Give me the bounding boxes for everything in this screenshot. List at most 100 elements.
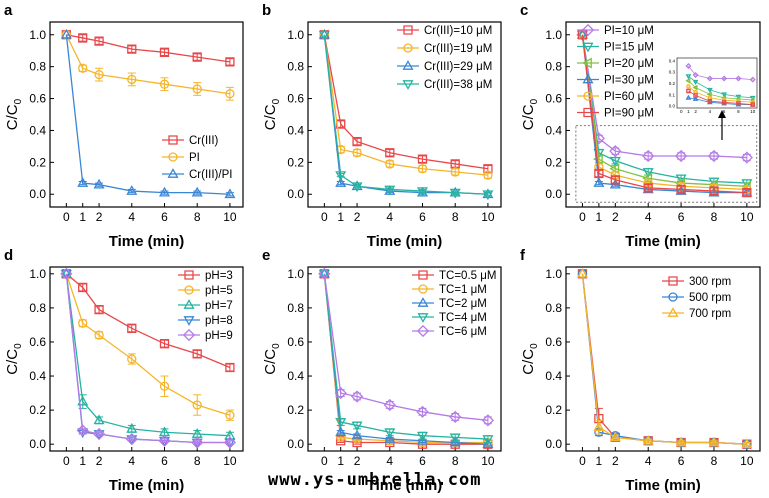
inset-frame [676,57,758,109]
data-point [78,282,88,293]
data-point [127,354,137,364]
data-point [60,269,72,280]
x-tick-label: 8 [711,210,718,224]
data-point [449,410,462,424]
series-Cr(III)=10 μM [319,30,493,174]
series-TC=4 μM [318,269,494,445]
data-point [384,433,396,443]
data-point [94,36,104,46]
data-point [383,398,396,412]
legend-label: Cr(III)=38 μM [424,79,492,91]
y-axis-label-main: C/C [520,104,537,130]
inset-data-point [685,77,691,84]
data-point [742,187,752,198]
legend-marker [417,313,429,323]
series-PI=90 μM [577,30,752,198]
legend: TC=0.5 μM TC=1 μM TC=2 μM TC=4 μM TC=6 μM [412,270,496,338]
legend-marker [581,23,595,37]
y-tick-label: 0.6 [287,92,304,106]
inset-data-point [685,94,692,100]
y-tick-label: 1.0 [545,267,562,281]
legend-label: TC=6 μM [439,326,487,338]
inset-y-tick-label: 0.2 [669,81,676,86]
legend-label: PI=30 μM [604,75,654,87]
legend-marker [583,107,593,118]
x-tick-label: 6 [678,210,685,224]
data-point [642,434,654,445]
inset-data-point [707,98,713,104]
data-point [126,185,138,195]
y-tick-label: 0.6 [29,335,46,349]
legend-marker [418,284,428,294]
data-point [741,179,753,190]
data-point [224,188,236,199]
y-tick-label: 0.4 [545,123,562,137]
x-tick-label: 8 [194,210,201,224]
data-point [417,164,428,174]
y-tick-label: 0.2 [287,155,304,169]
data-point [60,28,72,39]
legend-label: TC=4 μM [439,312,487,324]
y-tick-label: 0.8 [287,60,304,74]
legend-marker [183,299,195,309]
data-point [93,414,105,425]
data-point [92,427,106,441]
y-tick-label: 0.8 [29,60,46,74]
data-point [609,145,622,158]
x-tick-label: 4 [128,210,135,224]
legend-label: TC=2 μM [439,298,487,310]
data-point [318,267,331,280]
legend-marker [403,25,413,35]
legend-marker [184,270,194,280]
x-tick-label: 0 [579,210,586,224]
y-tick-label: 0.0 [545,437,562,451]
inset-x-tick-label: 0 [680,109,683,114]
data-point [417,154,428,164]
x-axis-label: Time (min) [625,477,701,494]
zoom-region-box [575,125,758,203]
data-point [351,182,363,193]
legend-label: PI=20 μM [604,58,654,70]
y-axis-label-main: C/C [262,349,279,375]
legend: PI=10 μM PI=15 μM PI=20 μM PI=30 μM PI=60 μM… [577,23,654,120]
y-tick-label: 0.0 [29,437,46,451]
legend-label: PI=15 μM [604,42,654,54]
plot-frame [307,21,502,208]
data-point [643,183,653,193]
legend-marker [184,285,194,295]
data-point [159,79,170,89]
y-tick-label: 0.0 [545,187,562,201]
data-point [674,149,688,163]
data-point [225,362,235,373]
data-point [642,183,654,194]
legend-marker [168,152,178,162]
data-point [708,177,720,188]
data-point [158,434,171,447]
panel-label: f [520,247,526,264]
inset-x-tick-label: 8 [737,109,740,114]
data-point [351,180,363,191]
data-point [642,149,655,163]
data-point [675,436,687,447]
y-axis-label-subscript: 0 [271,343,282,349]
legend-label: pH=5 [205,285,233,297]
data-point [449,188,461,199]
y-tick-label: 0.8 [29,301,46,315]
legend-marker [403,43,413,53]
inset-data-point [692,95,699,101]
series-Cr(III)=29 μM [318,28,494,199]
x-tick-label: 10 [481,210,495,224]
data-point [352,148,362,158]
x-tick-label: 6 [161,454,168,468]
legend: Cr(III) PI Cr(III)/PI [162,135,232,181]
inset-x-tick-label: 2 [694,109,697,114]
inset-data-point [750,102,755,107]
x-tick-label: 2 [96,454,103,468]
inset-data-point [721,100,728,106]
y-tick-label: 0.6 [287,335,304,349]
legend-marker [182,328,196,342]
legend-label: 500 rpm [689,292,731,304]
data-point [384,185,396,196]
